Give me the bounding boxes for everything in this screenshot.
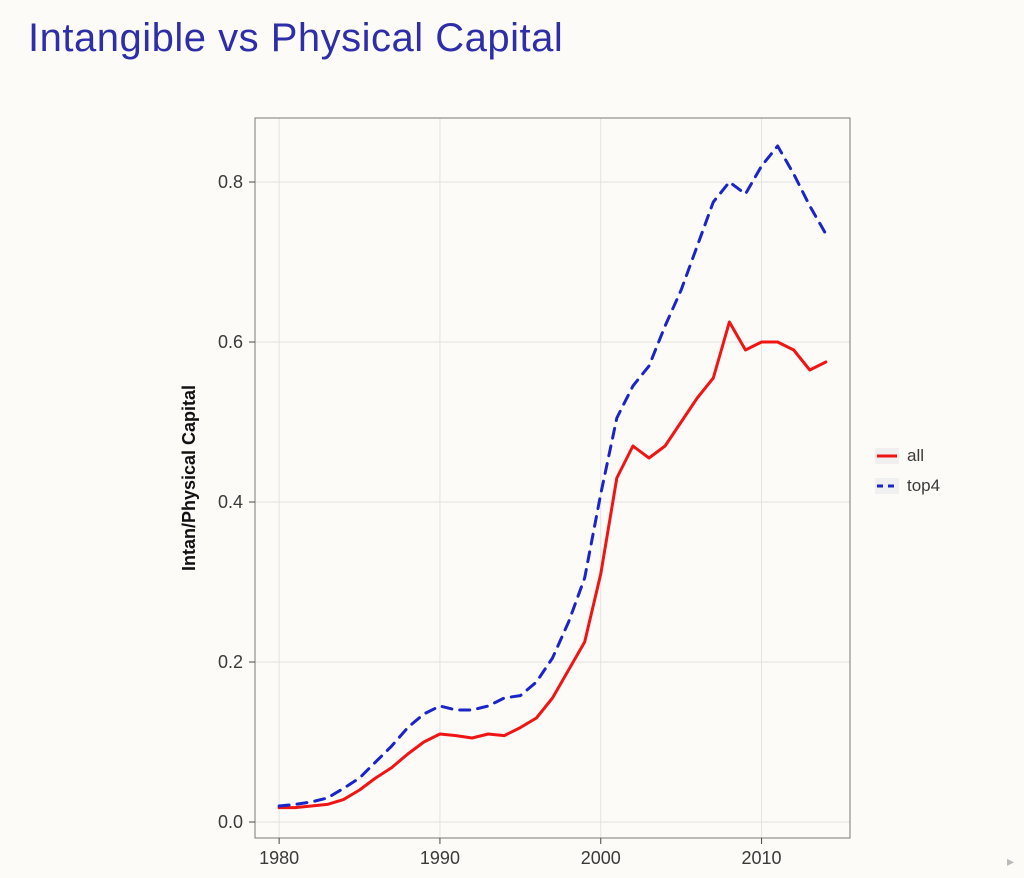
slide-title: Intangible vs Physical Capital bbox=[28, 16, 563, 61]
slide: Intangible vs Physical Capital 1980 1990 2… bbox=[0, 0, 1024, 878]
x-tick-label: 1980 bbox=[259, 848, 299, 868]
x-tick-label: 2000 bbox=[581, 848, 621, 868]
x-tick-label: 1990 bbox=[420, 848, 460, 868]
y-tick-label: 0.0 bbox=[218, 812, 243, 832]
x-tick-label: 2010 bbox=[742, 848, 782, 868]
y-axis-title: Intan/Physical Capital bbox=[179, 385, 199, 571]
next-arrow-icon: ▸ bbox=[1007, 853, 1014, 870]
y-tick-label: 0.6 bbox=[218, 332, 243, 352]
legend-label-all: all bbox=[907, 446, 924, 465]
legend-label-top4: top4 bbox=[907, 476, 940, 495]
chart-container: 1980 1990 2000 2010 0.0 0.2 0.4 0.6 0.8 Intan/Phy… bbox=[160, 108, 1000, 868]
line-chart: 1980 1990 2000 2010 0.0 0.2 0.4 0.6 0.8 Intan/Phy… bbox=[160, 108, 1000, 868]
y-tick-label: 0.4 bbox=[218, 492, 243, 512]
y-tick-label: 0.8 bbox=[218, 172, 243, 192]
y-tick-label: 0.2 bbox=[218, 652, 243, 672]
